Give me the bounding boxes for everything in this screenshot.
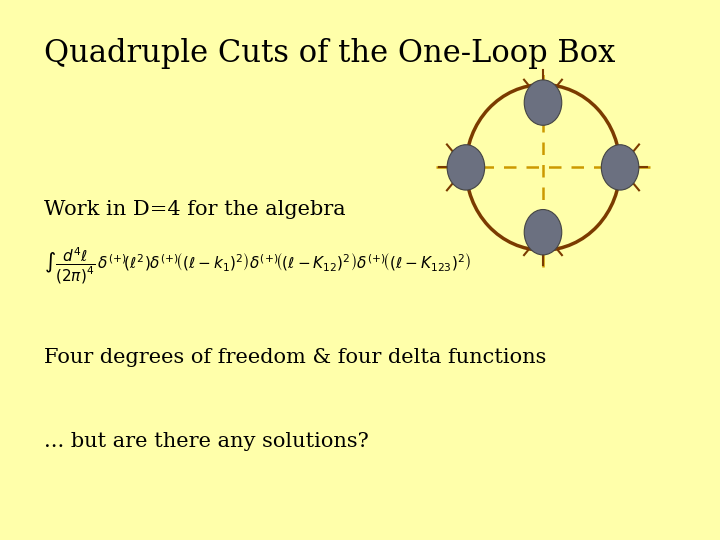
Ellipse shape [524, 210, 562, 255]
Text: Work in D=4 for the algebra: Work in D=4 for the algebra [44, 200, 345, 219]
Text: Quadruple Cuts of the One-Loop Box: Quadruple Cuts of the One-Loop Box [44, 38, 615, 69]
Ellipse shape [601, 145, 639, 190]
Text: Four degrees of freedom & four delta functions: Four degrees of freedom & four delta fun… [44, 348, 546, 367]
Ellipse shape [447, 145, 485, 190]
Text: ... but are there any solutions?: ... but are there any solutions? [44, 432, 369, 451]
Ellipse shape [524, 80, 562, 125]
Text: $\int \dfrac{d^4\ell}{(2\pi)^4}\, \delta^{(+)}\!\left(\ell^2\right) \delta^{(+)}: $\int \dfrac{d^4\ell}{(2\pi)^4}\, \delta… [44, 246, 471, 286]
